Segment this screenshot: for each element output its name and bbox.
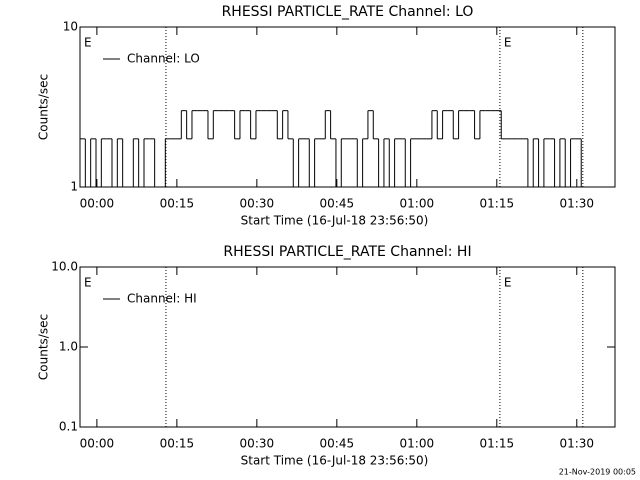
x-tick-label: 01:00 — [400, 437, 435, 451]
x-axis-label: Start Time (16-Jul-18 23:56:50) — [241, 454, 429, 468]
footer: 21-Nov-2019 00:05 — [559, 468, 636, 477]
x-tick-label: 00:45 — [320, 437, 355, 451]
x-tick-label: 00:15 — [160, 197, 195, 211]
event-marker: E — [504, 276, 512, 290]
y-tick-label: 0.1 — [59, 420, 78, 434]
x-tick-label: 00:00 — [80, 197, 115, 211]
x-tick-label: 01:30 — [559, 197, 594, 211]
x-tick-label: 00:30 — [240, 197, 275, 211]
y-tick-label: 10.0 — [51, 260, 78, 274]
x-tick-label: 01:00 — [400, 197, 435, 211]
plot-frame — [79, 26, 616, 188]
x-tick-label: 01:30 — [559, 437, 594, 451]
chart-title: RHESSI PARTICLE_RATE Channel: LO — [222, 4, 474, 20]
x-tick-label: 01:15 — [480, 197, 515, 211]
event-marker: E — [84, 276, 92, 290]
event-marker: E — [504, 36, 512, 50]
y-tick-label: 1.0 — [59, 340, 78, 354]
legend-label: Channel: HI — [127, 292, 197, 306]
x-axis-label: Start Time (16-Jul-18 23:56:50) — [241, 214, 429, 228]
x-tick-label: 00:00 — [80, 437, 115, 451]
y-axis-label: Counts/sec — [37, 314, 51, 380]
y-tick-label: 1 — [70, 180, 78, 194]
x-tick-label: 01:15 — [480, 437, 515, 451]
x-tick-label: 00:45 — [320, 197, 355, 211]
x-tick-label: 00:15 — [160, 437, 195, 451]
x-tick-label: 00:30 — [240, 437, 275, 451]
legend-label: Channel: LO — [127, 52, 200, 66]
y-tick-label: 10 — [63, 20, 78, 34]
y-axis-label: Counts/sec — [37, 74, 51, 140]
chart-title: RHESSI PARTICLE_RATE Channel: HI — [223, 244, 471, 260]
event-marker: E — [84, 36, 92, 50]
